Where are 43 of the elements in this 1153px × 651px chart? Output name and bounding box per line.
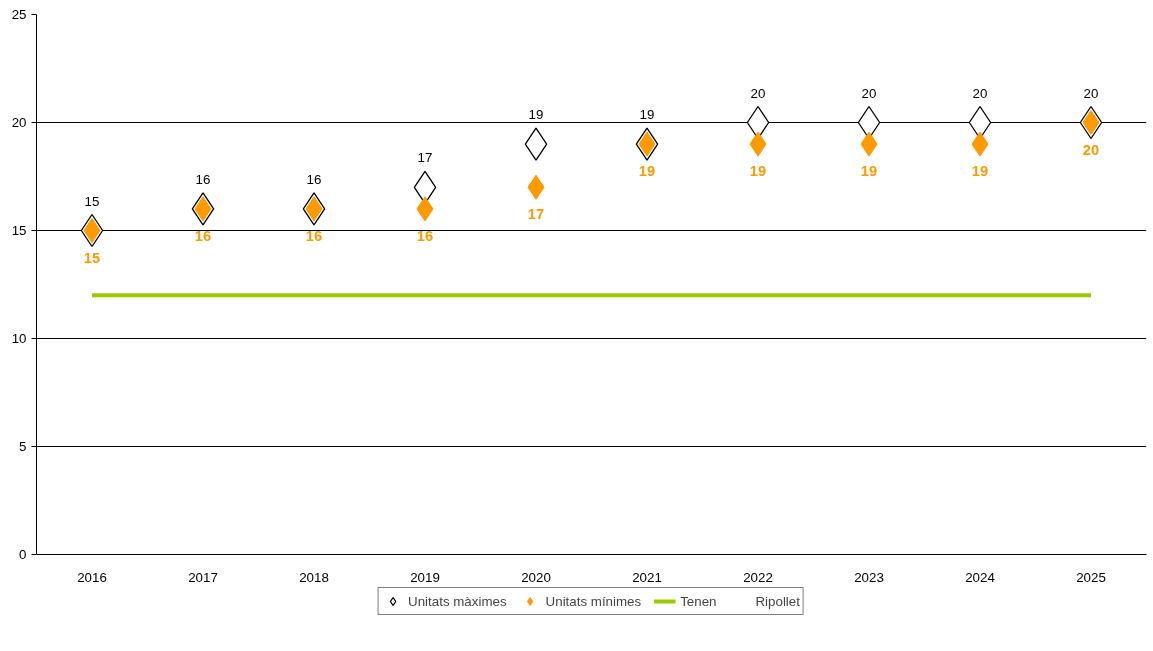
x-tick-label: 2019	[410, 569, 440, 585]
y-tick-label: 25	[11, 7, 27, 22]
data-label: 19	[638, 163, 656, 180]
data-label: 20	[1082, 141, 1100, 158]
y-tick-label: 15	[11, 223, 27, 238]
data-label: 19	[528, 107, 544, 123]
x-tick-label: 2024	[965, 569, 996, 585]
data-label: 16	[195, 171, 211, 187]
data-label: 16	[194, 227, 212, 244]
point	[83, 218, 101, 243]
x-tick-label: 2022	[743, 569, 773, 585]
point	[524, 127, 548, 161]
x-tick-label: 2025	[1076, 569, 1106, 585]
data-label: 17	[417, 150, 433, 166]
y-tick-label: 10	[11, 331, 27, 346]
y-tick-label: 0	[19, 547, 27, 562]
point	[1082, 110, 1100, 135]
x-tick-label: 2020	[521, 569, 551, 585]
data-label: 20	[750, 85, 766, 101]
legend-label: Unitats mínimes	[545, 593, 642, 609]
x-tick-label: 2018	[299, 569, 329, 585]
data-label: 19	[860, 163, 878, 180]
x-tick-label: 2021	[632, 569, 662, 585]
data-label: 20	[972, 85, 988, 101]
data-label: 19	[749, 163, 767, 180]
legend-label: Tenen	[680, 593, 717, 609]
y-tick-label: 5	[19, 439, 27, 454]
x-tick-label: 2023	[854, 569, 884, 585]
legend-label: Unitats màximes	[408, 593, 507, 609]
data-label: 20	[1083, 85, 1099, 101]
data-label: 16	[306, 171, 322, 187]
x-tick-label: 2017	[188, 569, 218, 585]
data-label: 17	[527, 206, 545, 223]
y-tick-label: 20	[11, 115, 27, 130]
data-label: 16	[416, 227, 434, 244]
legend-title: Ripollet	[755, 593, 800, 609]
data-label: 15	[83, 249, 101, 266]
data-label: 19	[971, 163, 989, 180]
x-tick-label: 2016	[77, 569, 107, 585]
data-label: 19	[639, 107, 655, 123]
data-label: 15	[84, 193, 100, 209]
data-label: 20	[861, 85, 877, 101]
data-label: 16	[305, 227, 323, 244]
